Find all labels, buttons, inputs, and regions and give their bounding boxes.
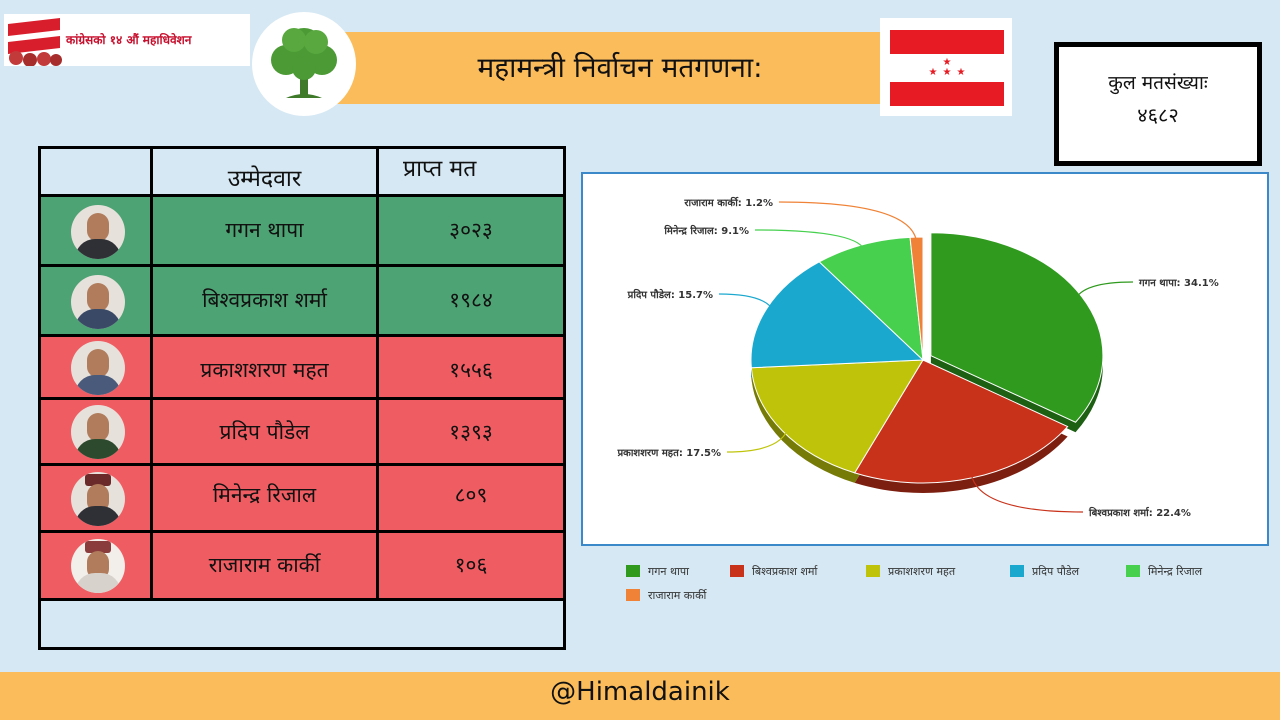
pie-chart-panel: गगन थापा: 34.1% बिश्वप्रकाश शर्मा: 22.4% प… <box>581 172 1269 546</box>
candidate-votes: १५५६ <box>449 358 493 382</box>
candidate-photo-cell <box>41 533 153 598</box>
pie-slice <box>750 261 925 369</box>
leader-line <box>754 229 866 253</box>
slice-data-label: बिश्वप्रकाश शर्मा: 22.4% <box>1088 506 1191 519</box>
avatar <box>71 539 125 593</box>
legend-swatch <box>1010 565 1024 577</box>
legend-item: प्रकाशशरण महत <box>866 564 955 579</box>
votes-column-header: प्राप्त मत <box>379 149 563 194</box>
avatar <box>71 341 125 395</box>
svg-text:★: ★ <box>943 57 952 68</box>
avatar <box>71 472 125 526</box>
table-header-row: उम्मेदवार प्राप्त मत <box>41 149 563 197</box>
svg-text:★: ★ <box>943 67 952 78</box>
page-title: महामन्त्री निर्वाचन मतगणना: <box>477 51 763 84</box>
table-row: मिनेन्द्र रिजाल ८०९ <box>41 466 563 533</box>
pie-slice <box>930 232 1104 423</box>
legend-label: मिनेन्द्र रिजाल <box>1148 565 1203 578</box>
svg-text:★: ★ <box>929 67 938 78</box>
event-logo: कांग्रेसको १४ औं महाधिवेशन <box>4 14 250 66</box>
candidate-name: प्रदिप पौडेल <box>153 400 379 463</box>
legend-swatch <box>730 565 744 577</box>
legend-item: राजाराम कार्की <box>626 588 706 603</box>
leader-line <box>970 469 1084 513</box>
slice-data-label: मिनेन्द्र रिजाल: 9.1% <box>663 224 749 237</box>
legend-item: गगन थापा <box>626 564 689 579</box>
table-row: प्रकाशशरण महत १५५६ <box>41 337 563 400</box>
chart-legend: गगन थापा बिश्वप्रकाश शर्मा प्रकाशशरण महत प्… <box>626 564 1246 614</box>
pie-slice <box>853 359 1069 484</box>
pie-slice <box>909 236 924 361</box>
legend-label: प्रदिप पौडेल <box>1032 565 1080 578</box>
candidate-photo-cell <box>41 466 153 530</box>
slice-data-label: राजाराम कार्की: 1.2% <box>683 196 773 209</box>
tree-logo <box>252 12 356 116</box>
pie-chart: गगन थापा: 34.1% बिश्वप्रकाश शर्मा: 22.4% प… <box>616 196 1219 519</box>
tree-icon <box>271 28 337 98</box>
candidate-votes: १९८४ <box>449 288 493 312</box>
legend-swatch <box>626 589 640 601</box>
pie-slice <box>750 359 924 474</box>
legend-swatch <box>866 565 880 577</box>
avatar <box>71 205 125 259</box>
candidate-votes: ३०२३ <box>449 218 493 242</box>
candidate-name: मिनेन्द्र रिजाल <box>153 466 379 530</box>
total-votes-box: कुल मतसंख्याः ४६८२ <box>1054 42 1262 166</box>
table-row: प्रदिप पौडेल १३९३ <box>41 400 563 466</box>
candidate-header-label: उम्मेदवार <box>227 166 302 192</box>
svg-text:★: ★ <box>957 67 966 78</box>
total-votes-value: ४६८२ <box>1137 103 1179 127</box>
candidate-name: बिश्वप्रकाश शर्मा <box>153 267 379 334</box>
pie-slice <box>818 236 924 362</box>
votes-header-label: प्राप्त मत <box>403 156 477 182</box>
slice-data-label: गगन थापा: 34.1% <box>1138 278 1219 289</box>
candidate-name: गगन थापा <box>153 197 379 264</box>
photo-column-header <box>41 149 153 194</box>
legend-swatch <box>626 565 640 577</box>
candidate-name: राजाराम कार्की <box>153 533 379 598</box>
candidate-photo-cell <box>41 267 153 334</box>
candidate-photo-cell <box>41 400 153 463</box>
legend-item: प्रदिप पौडेल <box>1010 564 1079 579</box>
legend-swatch <box>1126 565 1140 577</box>
candidate-column-header: उम्मेदवार <box>153 149 379 194</box>
total-votes-label: कुल मतसंख्याः <box>1108 72 1208 94</box>
table-row: गगन थापा ३०२३ <box>41 197 563 267</box>
party-flag: ★ ★ ★ ★ <box>880 18 1012 116</box>
avatar <box>71 405 125 459</box>
table-empty-row <box>41 601 563 647</box>
leader-line <box>726 425 790 453</box>
event-label: कांग्रेसको १४ औं महाधिवेशन <box>66 33 192 47</box>
legend-label: गगन थापा <box>648 565 689 578</box>
candidate-photo-cell <box>41 337 153 397</box>
candidate-votes: ८०९ <box>454 483 488 507</box>
candidate-name: प्रकाशशरण महत <box>153 337 379 397</box>
slice-data-label: प्रकाशशरण महत: 17.5% <box>616 448 721 459</box>
candidate-photo-cell <box>41 197 153 264</box>
leader-line <box>1074 281 1134 301</box>
legend-label: प्रकाशशरण महत <box>888 565 956 578</box>
legend-label: राजाराम कार्की <box>648 589 707 602</box>
avatar <box>71 275 125 329</box>
nepali-congress-flag-icon: ★ ★ ★ ★ <box>890 30 1004 106</box>
footer-bar: @Himaldainik <box>0 672 1280 720</box>
legend-label: बिश्वप्रकाश शर्मा <box>752 565 818 578</box>
candidate-votes: १३९३ <box>449 420 493 444</box>
table-row: बिश्वप्रकाश शर्मा १९८४ <box>41 267 563 337</box>
congress-flag-icon <box>4 14 64 66</box>
candidate-table: उम्मेदवार प्राप्त मत गगन थापा ३०२३ बिश्व… <box>38 146 566 650</box>
leader-line <box>778 201 918 246</box>
table-row: राजाराम कार्की १०६ <box>41 533 563 601</box>
candidate-votes: १०६ <box>454 553 488 577</box>
footer-handle: @Himaldainik <box>550 677 730 707</box>
title-banner <box>304 32 884 104</box>
legend-item: बिश्वप्रकाश शर्मा <box>730 564 817 579</box>
slice-data-label: प्रदिप पौडेल: 15.7% <box>627 288 713 301</box>
legend-item: मिनेन्द्र रिजाल <box>1126 564 1202 579</box>
leader-line <box>718 293 775 313</box>
